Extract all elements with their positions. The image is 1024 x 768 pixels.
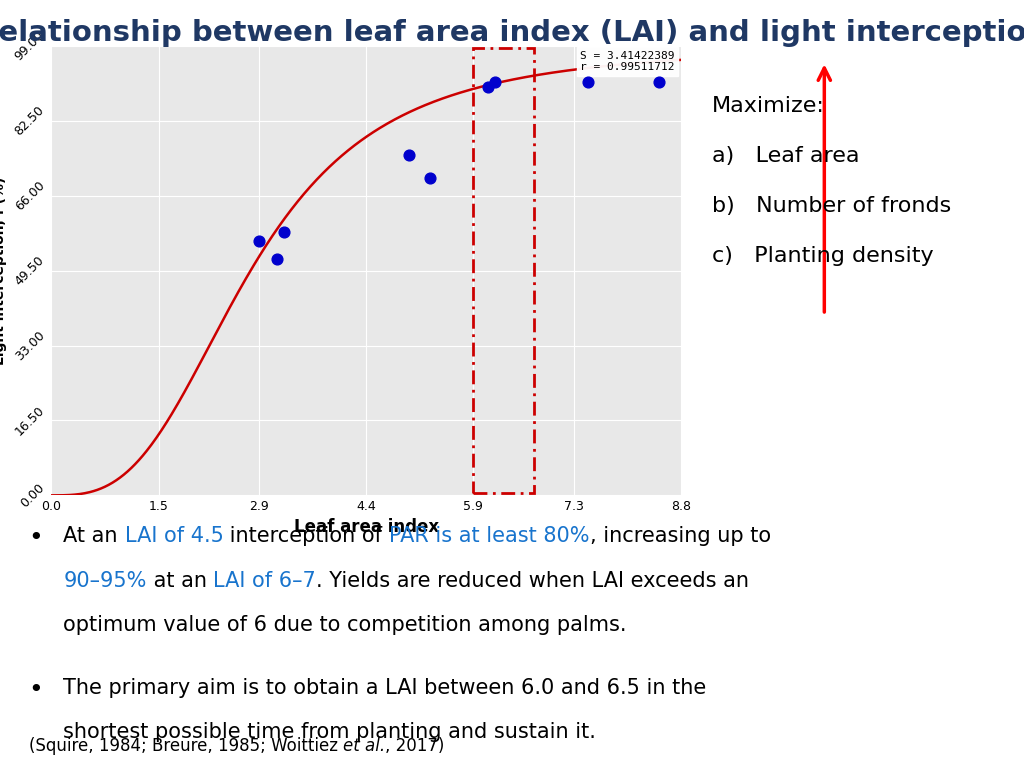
Text: , increasing up to: , increasing up to	[590, 526, 771, 546]
Text: LAI of 6–7: LAI of 6–7	[213, 571, 316, 591]
Text: interception of: interception of	[223, 526, 389, 546]
Text: optimum value of 6 due to competition among palms.: optimum value of 6 due to competition am…	[63, 615, 627, 635]
Text: , 2017): , 2017)	[385, 737, 444, 755]
X-axis label: Leaf area index: Leaf area index	[294, 518, 438, 536]
Y-axis label: Light interception, f (%): Light interception, f (%)	[0, 177, 7, 365]
Bar	[473, 48, 535, 493]
Text: •: •	[29, 677, 43, 701]
Text: shortest possible time from planting and sustain it.: shortest possible time from planting and…	[63, 722, 596, 742]
Text: •: •	[29, 526, 43, 550]
Point	[400, 149, 417, 161]
Text: LAI of 4.5: LAI of 4.5	[125, 526, 223, 546]
Text: At an: At an	[63, 526, 125, 546]
Text: a)   Leaf area: a) Leaf area	[712, 146, 859, 166]
Text: Relationship between leaf area index (LAI) and light interception: Relationship between leaf area index (LA…	[0, 19, 1024, 47]
Text: b)   Number of fronds: b) Number of fronds	[712, 196, 951, 216]
Text: . Yields are reduced when LAI exceeds an: . Yields are reduced when LAI exceeds an	[316, 571, 750, 591]
Text: et al.: et al.	[343, 737, 385, 755]
Text: Maximize:: Maximize:	[712, 96, 824, 116]
Text: 90–95%: 90–95%	[63, 571, 146, 591]
Text: PAR is at least 80%: PAR is at least 80%	[389, 526, 590, 546]
Point	[479, 81, 496, 93]
Text: S = 3.41422389
r = 0.99511712: S = 3.41422389 r = 0.99511712	[581, 51, 675, 72]
Point	[651, 76, 668, 88]
Point	[580, 76, 596, 88]
Text: c)   Planting density: c) Planting density	[712, 246, 933, 266]
Point	[275, 226, 292, 238]
Text: The primary aim is to obtain a LAI between 6.0 and 6.5 in the: The primary aim is to obtain a LAI betwe…	[63, 677, 707, 697]
Point	[251, 235, 267, 247]
Text: at an: at an	[146, 571, 213, 591]
Point	[268, 253, 285, 266]
Text: (Squire, 1984; Breure, 1985; Woittiez: (Squire, 1984; Breure, 1985; Woittiez	[29, 737, 343, 755]
Point	[486, 76, 503, 88]
Point	[422, 171, 438, 184]
